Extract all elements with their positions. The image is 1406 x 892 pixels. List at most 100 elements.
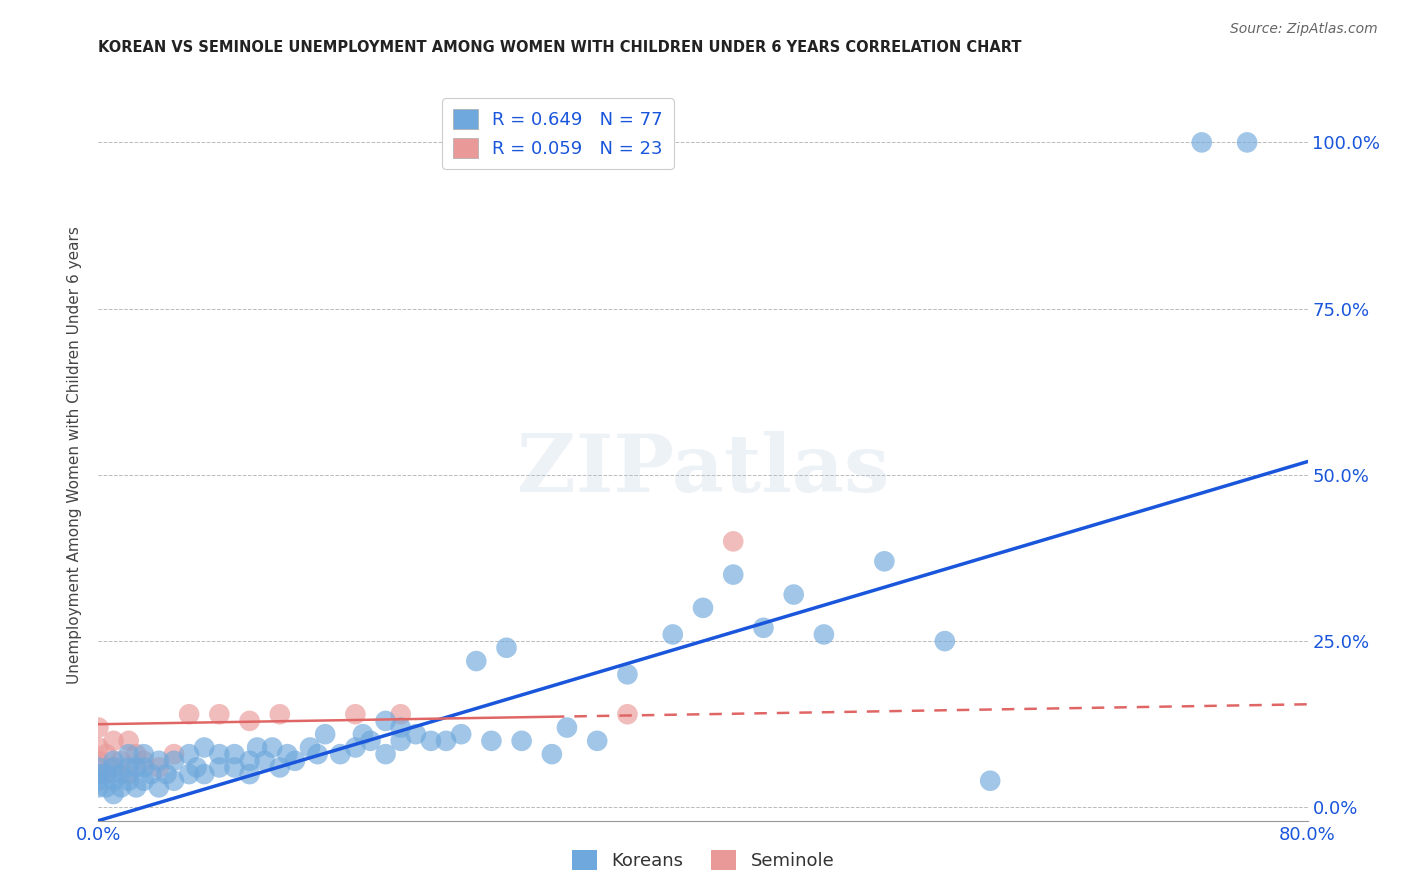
Point <box>450 727 472 741</box>
Point <box>103 734 125 748</box>
Point <box>103 754 125 768</box>
Point <box>186 760 208 774</box>
Point <box>495 640 517 655</box>
Point <box>118 767 141 781</box>
Point <box>389 734 412 748</box>
Point <box>103 760 125 774</box>
Point <box>239 754 262 768</box>
Y-axis label: Unemployment Among Women with Children Under 6 years: Unemployment Among Women with Children U… <box>67 226 83 684</box>
Point <box>360 734 382 748</box>
Point <box>510 734 533 748</box>
Point <box>148 760 170 774</box>
Point <box>87 773 110 788</box>
Point <box>420 734 443 748</box>
Point <box>179 747 201 761</box>
Point <box>481 734 503 748</box>
Point <box>284 754 307 768</box>
Point <box>276 747 298 761</box>
Point <box>239 767 262 781</box>
Point <box>132 773 155 788</box>
Point <box>224 747 246 761</box>
Point <box>163 747 186 761</box>
Point <box>352 727 374 741</box>
Point <box>179 767 201 781</box>
Point <box>389 721 412 735</box>
Point <box>262 740 284 755</box>
Point <box>692 600 714 615</box>
Point <box>87 767 110 781</box>
Point <box>269 760 291 774</box>
Point <box>163 754 186 768</box>
Point <box>87 767 110 781</box>
Point <box>103 787 125 801</box>
Point <box>374 714 396 728</box>
Point <box>208 760 231 774</box>
Point <box>344 707 367 722</box>
Point <box>132 754 155 768</box>
Point <box>344 740 367 755</box>
Point <box>94 767 117 781</box>
Point <box>155 767 177 781</box>
Point <box>239 714 262 728</box>
Point <box>1236 136 1258 150</box>
Point <box>723 534 745 549</box>
Point <box>314 727 336 741</box>
Point <box>389 707 412 722</box>
Point <box>125 760 148 774</box>
Text: ZIPatlas: ZIPatlas <box>517 431 889 508</box>
Point <box>269 707 291 722</box>
Point <box>125 747 148 761</box>
Point <box>163 773 186 788</box>
Point <box>1191 136 1213 150</box>
Point <box>752 621 775 635</box>
Point <box>434 734 457 748</box>
Point <box>224 760 246 774</box>
Point <box>616 707 638 722</box>
Point <box>94 767 117 781</box>
Point <box>253 754 276 768</box>
Text: KOREAN VS SEMINOLE UNEMPLOYMENT AMONG WOMEN WITH CHILDREN UNDER 6 YEARS CORRELAT: KOREAN VS SEMINOLE UNEMPLOYMENT AMONG WO… <box>98 40 1022 55</box>
Point <box>125 780 148 795</box>
Point <box>934 634 956 648</box>
Point <box>87 780 110 795</box>
Point <box>586 734 609 748</box>
Point <box>118 760 141 774</box>
Point <box>246 740 269 755</box>
Point <box>193 767 215 781</box>
Point <box>87 754 110 768</box>
Point <box>118 747 141 761</box>
Point <box>813 627 835 641</box>
Point <box>87 740 110 755</box>
Point <box>141 767 163 781</box>
Legend: Koreans, Seminole: Koreans, Seminole <box>565 843 841 878</box>
Point <box>110 754 132 768</box>
Point <box>148 780 170 795</box>
Point <box>979 773 1001 788</box>
Point <box>179 707 201 722</box>
Point <box>110 780 132 795</box>
Point <box>87 721 110 735</box>
Point <box>94 747 117 761</box>
Point <box>193 740 215 755</box>
Point <box>723 567 745 582</box>
Point <box>662 627 685 641</box>
Point <box>132 747 155 761</box>
Point <box>94 780 117 795</box>
Point <box>465 654 488 668</box>
Point <box>87 760 110 774</box>
Point <box>307 747 329 761</box>
Point <box>208 707 231 722</box>
Point <box>103 760 125 774</box>
Point <box>873 554 896 568</box>
Point <box>110 767 132 781</box>
Point <box>148 754 170 768</box>
Point <box>616 667 638 681</box>
Point <box>555 721 578 735</box>
Point <box>783 588 806 602</box>
Point <box>374 747 396 761</box>
Point <box>540 747 562 761</box>
Text: Source: ZipAtlas.com: Source: ZipAtlas.com <box>1230 22 1378 37</box>
Point <box>299 740 322 755</box>
Point <box>118 734 141 748</box>
Point <box>329 747 352 761</box>
